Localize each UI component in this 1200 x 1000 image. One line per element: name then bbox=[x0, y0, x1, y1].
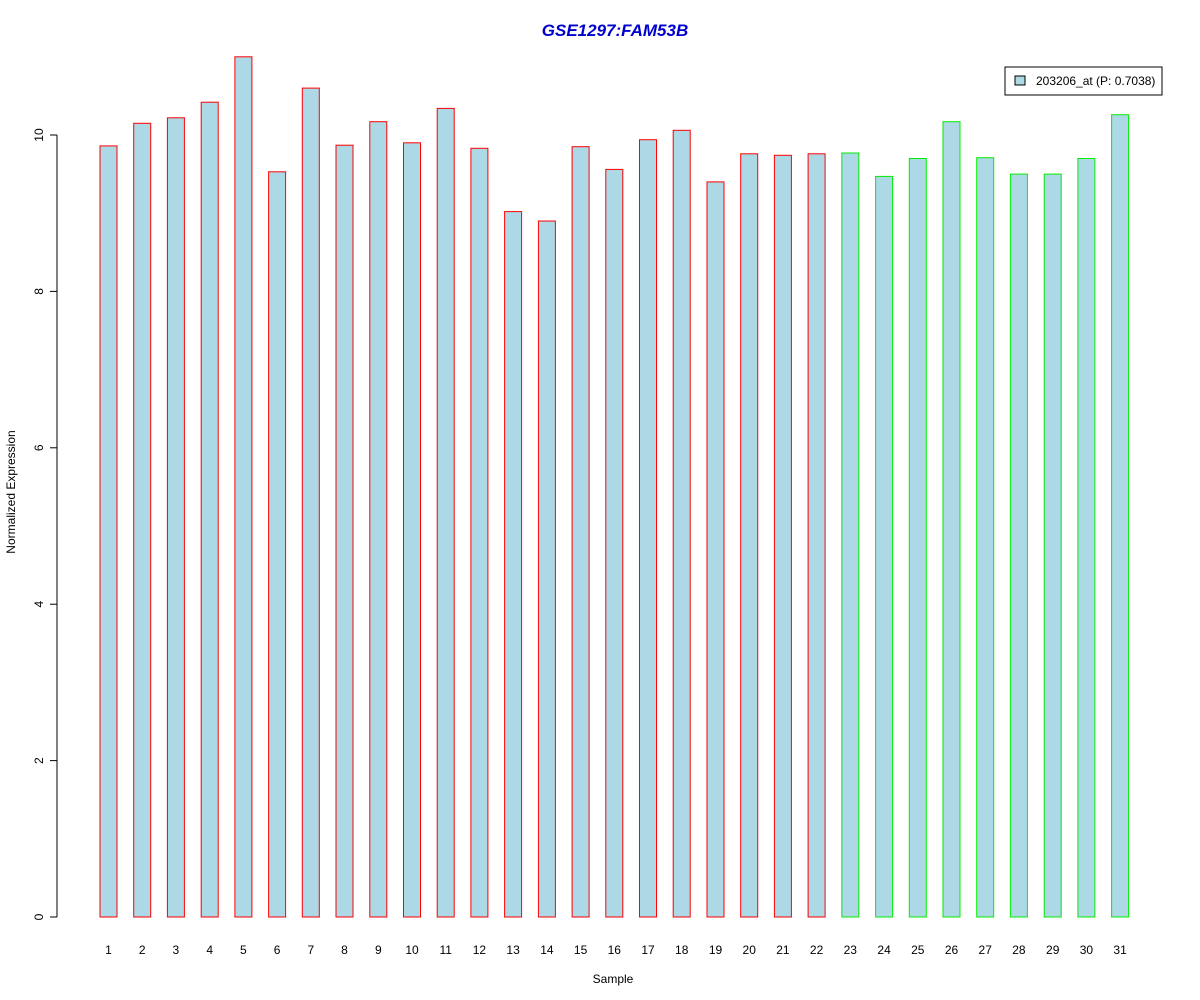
bar bbox=[504, 211, 523, 918]
bar bbox=[841, 152, 860, 918]
bar bbox=[1111, 114, 1130, 918]
x-tick-label: 8 bbox=[341, 943, 348, 957]
bar bbox=[234, 56, 253, 918]
bar bbox=[200, 101, 219, 918]
bar bbox=[470, 147, 489, 918]
bar bbox=[807, 153, 826, 918]
x-tick-label: 6 bbox=[274, 943, 281, 957]
x-tick-label: 21 bbox=[776, 943, 790, 957]
y-tick-label: 0 bbox=[32, 913, 46, 920]
x-tick-label: 11 bbox=[439, 943, 452, 957]
legend-box bbox=[1004, 66, 1163, 96]
bar bbox=[942, 121, 961, 918]
bar bbox=[436, 107, 455, 918]
x-tick-label: 7 bbox=[307, 943, 314, 957]
x-tick-label: 16 bbox=[608, 943, 622, 957]
x-tick-label: 24 bbox=[877, 943, 891, 957]
x-tick-label: 9 bbox=[375, 943, 382, 957]
y-tick-label: 6 bbox=[32, 444, 46, 451]
bar bbox=[133, 122, 152, 918]
legend-swatch bbox=[1014, 75, 1026, 86]
x-tick-labels: 1 2 3 4 5 6 7 8 9 10 11 12 13 14 15 16 17 18 19 20 21 22 23 24 2… bbox=[105, 943, 1127, 957]
x-tick-label: 3 bbox=[173, 943, 180, 957]
bar bbox=[672, 129, 691, 918]
y-axis: 0 2 4 6 8 10 bbox=[32, 128, 58, 920]
legend-entry-label: 203206_at (P: 0.7038) bbox=[1036, 74, 1155, 88]
legend: 203206_at (P: 0.7038) bbox=[1004, 66, 1163, 96]
bar bbox=[301, 87, 320, 918]
x-tick-label: 28 bbox=[1012, 943, 1026, 957]
x-tick-label: 19 bbox=[709, 943, 723, 957]
x-tick-label: 12 bbox=[473, 943, 487, 957]
chart-title: GSE1297:FAM53B bbox=[542, 21, 688, 40]
x-tick-label: 25 bbox=[911, 943, 925, 957]
x-tick-label: 13 bbox=[506, 943, 520, 957]
x-tick-label: 17 bbox=[641, 943, 655, 957]
x-tick-label: 1 bbox=[105, 943, 112, 957]
bar bbox=[908, 158, 927, 918]
y-axis-label: Normalized Expression bbox=[4, 430, 18, 553]
x-tick-label: 18 bbox=[675, 943, 689, 957]
bar bbox=[773, 154, 792, 918]
y-tick-label: 10 bbox=[32, 128, 46, 142]
bars bbox=[99, 56, 1130, 918]
x-tick-label: 20 bbox=[743, 943, 757, 957]
x-tick-label: 31 bbox=[1113, 943, 1127, 957]
bar bbox=[1077, 158, 1096, 918]
bar bbox=[1043, 173, 1062, 918]
bar bbox=[706, 181, 725, 918]
y-tick-label: 8 bbox=[32, 288, 46, 295]
x-tick-label: 23 bbox=[844, 943, 858, 957]
bar bbox=[639, 139, 657, 918]
bar bbox=[1009, 173, 1028, 918]
x-tick-label: 27 bbox=[979, 943, 993, 957]
x-axis-label: Sample bbox=[593, 972, 634, 986]
bar bbox=[537, 220, 556, 918]
bar bbox=[335, 144, 354, 918]
x-tick-label: 30 bbox=[1080, 943, 1094, 957]
x-tick-label: 4 bbox=[206, 943, 213, 957]
bar bbox=[369, 121, 388, 918]
bar bbox=[166, 117, 185, 918]
x-tick-label: 26 bbox=[945, 943, 959, 957]
x-tick-label: 29 bbox=[1046, 943, 1060, 957]
bar bbox=[875, 175, 894, 918]
bar bbox=[740, 153, 759, 918]
bar bbox=[403, 142, 421, 918]
bar bbox=[605, 168, 624, 918]
x-tick-label: 5 bbox=[240, 943, 247, 957]
bar bbox=[268, 171, 287, 918]
bar bbox=[571, 146, 590, 918]
x-tick-label: 2 bbox=[139, 943, 146, 957]
x-tick-label: 14 bbox=[540, 943, 554, 957]
y-tick-label: 4 bbox=[32, 601, 46, 608]
bar bbox=[99, 145, 118, 918]
x-tick-label: 15 bbox=[574, 943, 588, 957]
bar bbox=[976, 157, 995, 918]
y-tick-label: 2 bbox=[32, 757, 46, 764]
x-tick-label: 22 bbox=[810, 943, 824, 957]
x-tick-label: 10 bbox=[405, 943, 419, 957]
